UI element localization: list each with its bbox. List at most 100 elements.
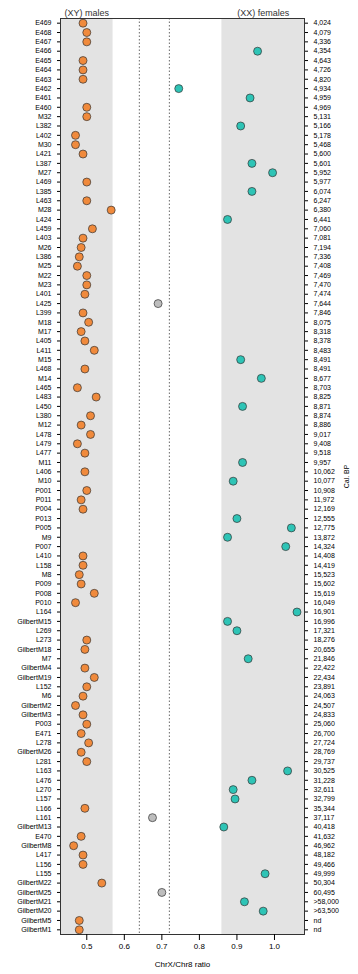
svg-text:49,466: 49,466: [314, 861, 336, 868]
svg-text:M14: M14: [38, 375, 52, 382]
svg-text:25,060: 25,060: [314, 720, 336, 727]
svg-text:M10: M10: [38, 477, 52, 484]
svg-text:4,969: 4,969: [314, 104, 332, 111]
svg-text:11,972: 11,972: [314, 496, 335, 503]
svg-text:46,962: 46,962: [314, 842, 336, 849]
svg-text:E465: E465: [35, 57, 51, 64]
svg-text:12,775: 12,775: [314, 524, 336, 531]
svg-text:7,336: 7,336: [314, 253, 332, 260]
svg-text:E467: E467: [35, 38, 51, 45]
svg-text:L483: L483: [36, 393, 52, 400]
svg-text:M9: M9: [42, 533, 52, 540]
svg-text:GilbertM20: GilbertM20: [17, 907, 51, 914]
svg-text:49,999: 49,999: [314, 870, 336, 877]
svg-text:8,886: 8,886: [314, 421, 332, 428]
svg-text:35,344: 35,344: [314, 805, 336, 812]
svg-text:28,769: 28,769: [314, 748, 336, 755]
svg-text:L459: L459: [36, 225, 52, 232]
svg-text:9,518: 9,518: [314, 449, 332, 456]
svg-text:22,422: 22,422: [314, 664, 336, 671]
svg-text:10,062: 10,062: [314, 468, 336, 475]
svg-text:29,737: 29,737: [314, 758, 336, 765]
svg-text:L270: L270: [36, 786, 52, 793]
svg-text:L468: L468: [36, 365, 52, 372]
svg-text:M8: M8: [42, 571, 52, 578]
svg-text:L402: L402: [36, 132, 52, 139]
svg-text:P005: P005: [35, 524, 51, 531]
svg-text:48,182: 48,182: [314, 851, 336, 858]
svg-text:(XX) females: (XX) females: [237, 8, 290, 18]
svg-text:4,354: 4,354: [314, 47, 332, 54]
svg-text:7,474: 7,474: [314, 290, 332, 297]
svg-text:L410: L410: [36, 552, 52, 559]
svg-text:GilbertM15: GilbertM15: [17, 618, 51, 625]
svg-text:GilbertM22: GilbertM22: [17, 879, 51, 886]
svg-text:L157: L157: [36, 795, 52, 802]
svg-text:8,677: 8,677: [314, 375, 332, 382]
svg-text:7,408: 7,408: [314, 262, 332, 269]
svg-text:23,891: 23,891: [314, 683, 336, 690]
svg-text:1.0: 1.0: [269, 942, 281, 951]
svg-text:4,820: 4,820: [314, 75, 332, 82]
svg-text:8,318: 8,318: [314, 328, 332, 335]
svg-text:E471: E471: [35, 730, 51, 737]
svg-text:L269: L269: [36, 627, 52, 634]
svg-text:E469: E469: [35, 19, 51, 26]
svg-text:8,491: 8,491: [314, 365, 332, 372]
svg-text:L403: L403: [36, 234, 52, 241]
svg-text:5,131: 5,131: [314, 113, 332, 120]
svg-text:4,726: 4,726: [314, 66, 332, 73]
svg-text:L463: L463: [36, 197, 52, 204]
svg-text:5,952: 5,952: [314, 169, 332, 176]
svg-text:P007: P007: [35, 543, 51, 550]
svg-text:7,194: 7,194: [314, 244, 332, 251]
svg-text:L155: L155: [36, 870, 52, 877]
svg-text:E462: E462: [35, 85, 51, 92]
svg-text:L465: L465: [36, 384, 52, 391]
svg-text:E464: E464: [35, 66, 51, 73]
svg-text:5,601: 5,601: [314, 160, 332, 167]
svg-text:7,081: 7,081: [314, 234, 332, 241]
svg-text:M15: M15: [38, 356, 52, 363]
svg-text:6,074: 6,074: [314, 188, 332, 195]
svg-text:GilbertM21: GilbertM21: [17, 898, 51, 905]
svg-text:27,724: 27,724: [314, 739, 336, 746]
svg-text:E470: E470: [35, 833, 51, 840]
svg-text:L421: L421: [36, 150, 52, 157]
svg-text:L425: L425: [36, 300, 52, 307]
svg-text:E468: E468: [35, 29, 51, 36]
svg-text:5,166: 5,166: [314, 122, 332, 129]
svg-text:4,643: 4,643: [314, 57, 332, 64]
svg-text:M6: M6: [42, 692, 52, 699]
svg-text:GilbertM25: GilbertM25: [17, 889, 51, 896]
svg-text:8,874: 8,874: [314, 412, 332, 419]
svg-text:12,169: 12,169: [314, 505, 336, 512]
svg-text:32,611: 32,611: [314, 786, 335, 793]
svg-text:L163: L163: [36, 767, 52, 774]
svg-text:L478: L478: [36, 431, 52, 438]
svg-text:L382: L382: [36, 122, 52, 129]
svg-text:E466: E466: [35, 47, 51, 54]
svg-text:15,523: 15,523: [314, 571, 336, 578]
svg-text:L411: L411: [36, 347, 51, 354]
svg-text:L479: L479: [36, 440, 52, 447]
svg-text:L385: L385: [36, 188, 52, 195]
svg-text:15,602: 15,602: [314, 580, 336, 587]
svg-text:31,228: 31,228: [314, 777, 336, 784]
svg-text:15,619: 15,619: [314, 590, 336, 597]
svg-text:7,470: 7,470: [314, 281, 332, 288]
svg-text:24,507: 24,507: [314, 702, 336, 709]
svg-text:16,049: 16,049: [314, 599, 336, 606]
svg-text:8,483: 8,483: [314, 347, 332, 354]
svg-text:5,178: 5,178: [314, 132, 332, 139]
svg-text:GilbertM8: GilbertM8: [21, 842, 51, 849]
svg-text:9,017: 9,017: [314, 431, 332, 438]
svg-text:8,703: 8,703: [314, 384, 332, 391]
svg-text:14,324: 14,324: [314, 543, 336, 550]
svg-text:(XY) males: (XY) males: [65, 8, 110, 18]
svg-text:26,700: 26,700: [314, 730, 336, 737]
svg-text:18,276: 18,276: [314, 636, 336, 643]
svg-text:M25: M25: [38, 262, 52, 269]
svg-text:4,024: 4,024: [314, 19, 332, 26]
svg-text:10,077: 10,077: [314, 477, 336, 484]
